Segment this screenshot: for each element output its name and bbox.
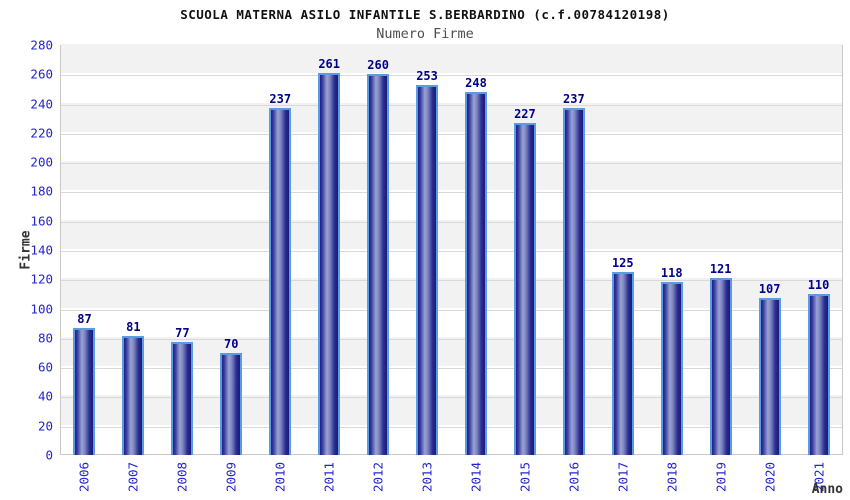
gridline xyxy=(61,368,842,370)
y-tick-label: 220 xyxy=(30,125,53,141)
x-tick-label: 2012 xyxy=(370,461,386,493)
bar-value-label: 261 xyxy=(318,56,340,71)
bar-2008 xyxy=(171,342,194,455)
y-tick-label: 60 xyxy=(37,359,53,375)
bar-2011 xyxy=(318,72,341,455)
bar-value-label: 237 xyxy=(563,91,585,106)
bar-2015 xyxy=(513,122,536,455)
bar-2006 xyxy=(73,327,96,455)
plot-band xyxy=(61,102,842,132)
bar-value-label: 227 xyxy=(514,106,536,121)
bar-2021 xyxy=(807,293,830,455)
x-axis-title: Anno xyxy=(811,482,843,497)
gridline xyxy=(61,104,842,106)
bar-value-label: 81 xyxy=(126,320,141,335)
bar-value-label: 77 xyxy=(175,326,190,341)
bar-2017 xyxy=(611,271,634,455)
y-tick-label: 80 xyxy=(37,330,53,346)
y-tick-label: 180 xyxy=(30,183,53,199)
x-tick-label: 2009 xyxy=(223,461,239,493)
y-tick-label: 280 xyxy=(30,37,53,53)
bar-2007 xyxy=(122,336,145,455)
bar-2016 xyxy=(562,107,585,455)
x-tick-label: 2019 xyxy=(713,461,729,493)
gridline xyxy=(61,133,842,135)
chart-title: SCUOLA MATERNA ASILO INFANTILE S.BERBARD… xyxy=(180,7,670,22)
gridline xyxy=(61,397,842,399)
y-tick-label: 20 xyxy=(37,418,53,434)
bar-value-label: 70 xyxy=(224,336,239,351)
bar-2013 xyxy=(416,84,439,455)
x-tick-label: 2018 xyxy=(664,461,680,493)
bar-2018 xyxy=(660,282,683,455)
bar-value-label: 110 xyxy=(807,277,830,292)
bar-2012 xyxy=(367,74,390,455)
y-tick-label: 40 xyxy=(37,388,53,404)
x-tick-label: 2008 xyxy=(174,461,190,493)
x-tick-label: 2015 xyxy=(517,461,533,493)
plot-band xyxy=(61,131,842,162)
x-tick-label: 2020 xyxy=(762,461,778,493)
plot-band xyxy=(61,161,842,191)
bar-2020 xyxy=(758,298,781,455)
bar-value-label: 121 xyxy=(709,261,732,276)
x-tick-label: 2007 xyxy=(125,461,141,493)
bar-value-label: 260 xyxy=(367,58,389,73)
gridline xyxy=(61,75,842,77)
plot-band xyxy=(61,190,842,220)
bar-value-label: 125 xyxy=(611,255,634,270)
bar-2019 xyxy=(709,277,732,455)
gridline xyxy=(61,426,842,428)
x-tick-label: 2010 xyxy=(272,461,288,493)
y-tick-label: 160 xyxy=(30,213,53,229)
bar-value-label: 248 xyxy=(465,75,487,90)
x-tick-label: 2014 xyxy=(468,461,484,493)
gridline xyxy=(61,192,842,194)
plot-band xyxy=(61,249,842,279)
x-tick-label: 2006 xyxy=(76,461,92,493)
bar-value-label: 87 xyxy=(77,311,92,326)
y-tick-label: 240 xyxy=(30,96,53,112)
plot-band xyxy=(61,44,842,74)
y-tick-label: 140 xyxy=(30,242,53,258)
bar-value-label: 107 xyxy=(758,282,781,297)
bar-value-label: 237 xyxy=(269,91,292,106)
y-tick-label: 260 xyxy=(30,66,53,82)
x-tick-label: 2016 xyxy=(566,461,582,493)
gridline xyxy=(61,338,842,340)
bar-2014 xyxy=(464,91,487,455)
x-tick-label: 2017 xyxy=(615,461,631,493)
bar-value-label: 118 xyxy=(660,266,683,281)
gridline xyxy=(61,309,842,311)
x-tick-label: 2011 xyxy=(321,461,337,493)
gridline xyxy=(61,280,842,282)
y-tick-label: 120 xyxy=(30,271,53,287)
chart-subtitle: Numero Firme xyxy=(376,26,474,42)
gridline xyxy=(61,221,842,223)
plot-band xyxy=(61,73,842,103)
gridline xyxy=(61,251,842,252)
x-tick-label: 2013 xyxy=(419,461,435,493)
bar-2009 xyxy=(220,352,243,455)
y-tick-label: 200 xyxy=(30,154,53,170)
y-tick-label: 0 xyxy=(45,447,53,463)
plot-band xyxy=(61,219,842,249)
bar-2010 xyxy=(269,107,292,455)
bar-value-label: 253 xyxy=(416,68,438,83)
gridline xyxy=(61,163,842,165)
y-tick-label: 100 xyxy=(30,301,53,317)
